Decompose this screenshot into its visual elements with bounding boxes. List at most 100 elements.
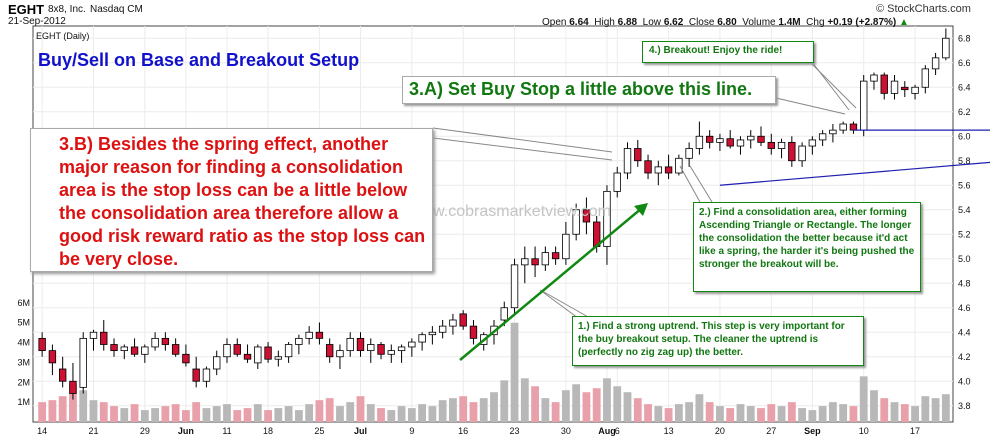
volume-bar xyxy=(223,404,231,422)
setup-title: Buy/Sell on Base and Breakout Setup xyxy=(38,50,360,70)
price-tick-label: 6.8 xyxy=(958,33,971,43)
candle-body xyxy=(521,258,529,266)
candle-body xyxy=(151,337,159,348)
callout-1: 1.) Find a strong uptrend. This step is … xyxy=(572,316,864,366)
price-tick-label: 4.4 xyxy=(958,327,971,337)
volume-bar xyxy=(561,390,570,422)
watermark: www.cobrasmarketview.com xyxy=(410,203,611,220)
candle-body xyxy=(110,344,118,352)
date-tick-label: Jul xyxy=(354,426,367,436)
candle-body xyxy=(736,139,745,147)
candle-body xyxy=(305,331,313,339)
volume-bar xyxy=(808,410,817,422)
date-tick-label: 18 xyxy=(263,426,273,436)
price-tick-label: 4.0 xyxy=(958,376,971,386)
price-tick-label: 6.2 xyxy=(958,107,971,117)
volume-bar xyxy=(233,410,242,422)
volume-bar xyxy=(428,406,437,422)
volume-bar xyxy=(110,406,118,422)
candle-body xyxy=(161,337,170,345)
volume-bar xyxy=(880,398,889,422)
volume-axis-ticks: 1M 2M 3M 4M 5M 6M xyxy=(17,298,30,407)
exchange-name: Nasdaq CM xyxy=(90,4,143,15)
price-tick-label: 4.8 xyxy=(958,278,971,288)
candle-body xyxy=(325,344,334,358)
candle-body xyxy=(182,353,190,364)
volume-bar xyxy=(911,406,919,422)
volume-bar xyxy=(120,408,129,422)
candle-body xyxy=(79,337,87,388)
candle-body xyxy=(459,313,467,327)
volume-bar xyxy=(418,404,427,422)
volume-bar xyxy=(58,396,67,422)
volume-bar xyxy=(161,406,170,422)
volume-bar xyxy=(572,384,581,422)
candle-body xyxy=(120,346,128,352)
volume-bar xyxy=(705,402,714,422)
volume-bar xyxy=(674,404,683,422)
price-tick-label: 6.4 xyxy=(958,82,971,92)
candle-body xyxy=(202,368,211,382)
volume-bar xyxy=(849,406,858,422)
volume-bar xyxy=(510,322,519,422)
candle-body xyxy=(315,331,324,339)
candle-body xyxy=(233,344,241,355)
volume-bar xyxy=(716,406,724,422)
volume-bars xyxy=(38,322,950,422)
candle-body xyxy=(141,346,149,355)
candle-body xyxy=(901,86,909,91)
leader-3b-b xyxy=(432,137,613,161)
volume-bar xyxy=(633,398,642,422)
date-tick-label: 6 xyxy=(615,426,620,436)
candle-body xyxy=(295,337,303,345)
leader-2a xyxy=(679,165,701,203)
trend-lines xyxy=(719,129,990,186)
candle-body xyxy=(880,74,888,94)
price-tick-label: 6.0 xyxy=(958,131,971,141)
volume-bar xyxy=(243,408,252,422)
candle-body xyxy=(500,307,508,321)
candle-body xyxy=(356,337,365,352)
candle-body xyxy=(582,209,591,223)
candle-body xyxy=(418,334,426,343)
support-line xyxy=(719,161,990,186)
volume-bar xyxy=(284,406,293,422)
volume-bar xyxy=(99,402,108,422)
volume-bar xyxy=(182,410,190,422)
date-tick-label: 17 xyxy=(910,426,920,436)
volume-bar xyxy=(777,406,786,422)
candle-body xyxy=(223,344,231,358)
volume-bar xyxy=(582,392,591,422)
candle-body xyxy=(767,141,775,149)
volume-bar xyxy=(531,386,539,422)
price-tick-label: 3.8 xyxy=(958,401,971,411)
callout-3b: 3.B) Besides the spring effect, another … xyxy=(30,128,433,272)
volume-bar xyxy=(274,408,283,422)
leader-1a xyxy=(539,289,579,319)
candle-body xyxy=(89,331,98,339)
candle-body xyxy=(387,350,395,355)
volume-bar xyxy=(336,406,344,422)
candle-body xyxy=(716,138,724,143)
volume-tick-label: 4M xyxy=(17,338,30,348)
volume-bar xyxy=(859,376,868,422)
volume-bar xyxy=(613,386,622,422)
candle-body xyxy=(644,160,652,174)
price-axis-ticks: 3.8 4.0 4.2 4.4 4.6 4.8 5.0 5.2 5.4 5.6 5.8 6.0 6.2 6… xyxy=(958,33,971,411)
volume-bar xyxy=(151,408,160,422)
candle-body xyxy=(562,233,570,260)
price-tick-label: 4.6 xyxy=(958,303,971,313)
volume-bar xyxy=(500,380,509,422)
volume-bar xyxy=(787,402,796,422)
date-tick-label: 27 xyxy=(766,426,776,436)
candle-body xyxy=(428,331,437,336)
volume-bar xyxy=(253,404,262,422)
candle-body xyxy=(531,258,539,266)
candle-body xyxy=(243,353,252,360)
candle-body xyxy=(798,145,806,162)
volume-bar xyxy=(294,410,303,422)
price-tick-label: 5.8 xyxy=(958,156,971,166)
date-tick-label: Jun xyxy=(178,426,194,436)
candle-body xyxy=(603,190,611,247)
